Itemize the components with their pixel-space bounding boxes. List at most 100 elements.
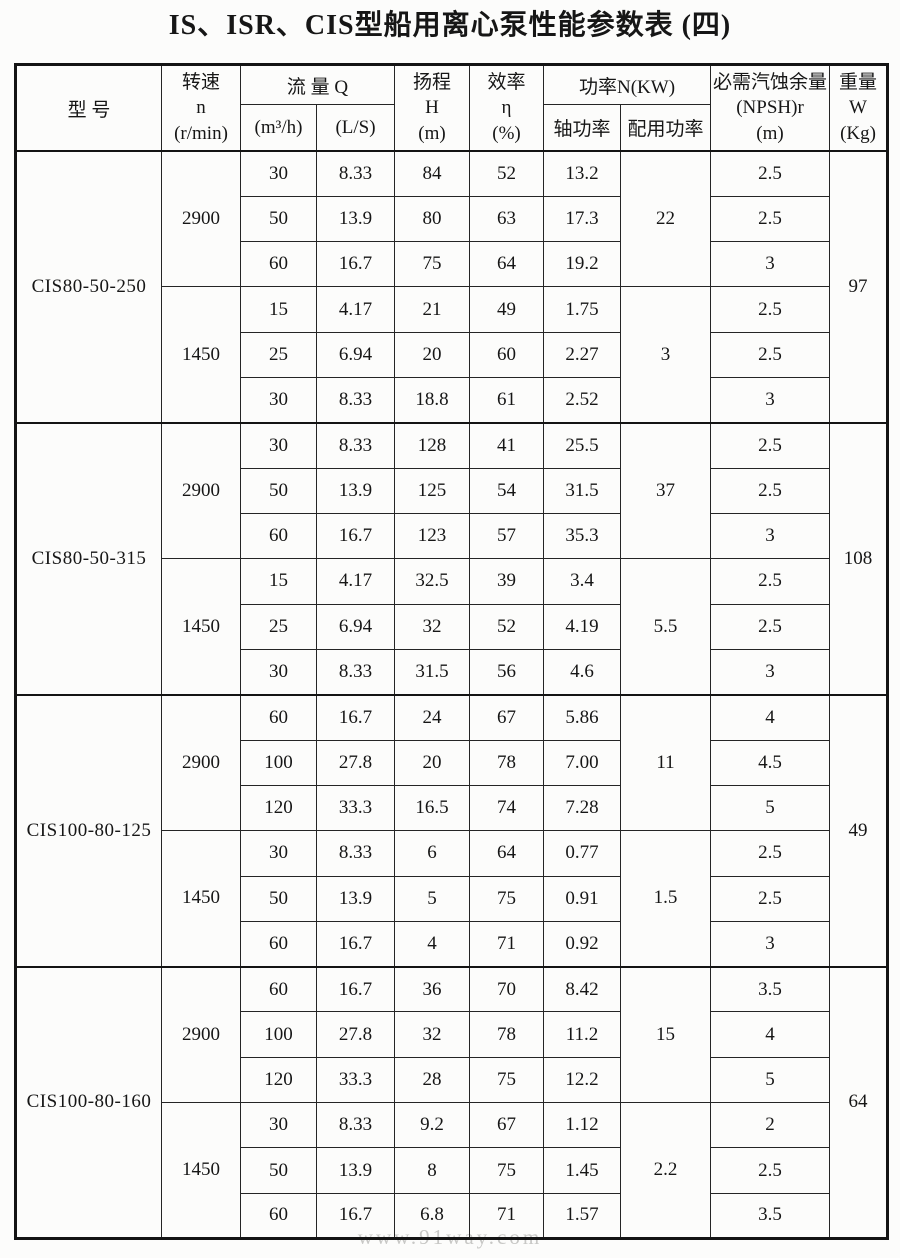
head-cell: 125 (394, 467, 471, 515)
efficiency-cell: 60 (469, 331, 545, 379)
shaft-power-cell: 7.00 (543, 739, 622, 786)
speed-cell: 1450 (161, 286, 241, 424)
npsh-cell: 2.5 (710, 558, 831, 605)
npsh-cell: 2.5 (710, 286, 831, 333)
flow-m3h-cell: 30 (240, 421, 317, 469)
speed-cell: 2900 (161, 965, 241, 1104)
header-efficiency: 效率 η (%) (469, 64, 545, 152)
head-cell: 28 (394, 1056, 471, 1104)
table-row: CIS80-50-250 2900 30 8.33 84 52 13.2 22 … (15, 149, 889, 424)
shaft-power-cell: 1.12 (543, 1102, 622, 1149)
efficiency-cell: 71 (469, 920, 545, 968)
header-shaft-power: 轴功率 (543, 104, 622, 152)
efficiency-cell: 67 (469, 693, 545, 741)
header-flow-m3h: (m³/h) (240, 104, 317, 152)
table-row: 60 16.7 75 64 19.2 3 (16, 241, 888, 288)
npsh-cell: 5 (710, 784, 831, 832)
npsh-cell: 4 (710, 1011, 831, 1058)
flow-m3h-cell: 25 (240, 331, 317, 379)
efficiency-cell: 67 (469, 1102, 545, 1149)
head-cell: 20 (394, 739, 471, 786)
efficiency-cell: 75 (469, 1147, 545, 1194)
head-cell: 6 (394, 830, 471, 877)
head-cell: 80 (394, 195, 471, 243)
flow-ls-cell: 8.33 (315, 149, 396, 197)
shaft-power-cell: 2.27 (543, 331, 622, 379)
head-cell: 24 (394, 693, 471, 741)
shaft-power-cell: 19.2 (543, 241, 622, 288)
npsh-cell: 3 (710, 648, 831, 696)
rated-power-cell: 1.5 (620, 830, 712, 968)
flow-ls-cell: 8.33 (315, 1102, 396, 1149)
flow-ls-cell: 4.17 (315, 558, 396, 605)
shaft-power-cell: 0.91 (543, 875, 622, 922)
head-cell: 18.8 (394, 377, 471, 424)
head-cell: 84 (394, 149, 471, 197)
flow-ls-cell: 27.8 (315, 739, 396, 786)
npsh-cell: 3 (710, 512, 831, 560)
head-cell: 21 (394, 286, 471, 333)
efficiency-cell: 70 (469, 965, 545, 1013)
npsh-cell: 2.5 (710, 331, 831, 379)
head-cell: 5 (394, 875, 471, 922)
efficiency-cell: 49 (469, 286, 545, 333)
efficiency-cell: 74 (469, 784, 545, 832)
shaft-power-cell: 0.77 (543, 830, 622, 877)
flow-ls-cell: 8.33 (315, 830, 396, 877)
npsh-cell: 3 (710, 241, 831, 288)
flow-m3h-cell: 60 (240, 1192, 317, 1240)
head-cell: 32 (394, 1011, 471, 1058)
efficiency-cell: 63 (469, 195, 545, 243)
table-row: 60 16.7 4 71 0.92 3 (16, 920, 888, 968)
head-cell: 20 (394, 331, 471, 379)
flow-ls-cell: 13.9 (315, 195, 396, 243)
table-row: 1450 15 4.17 21 49 1.75 3 2.5 (16, 286, 888, 424)
flow-ls-cell: 13.9 (315, 1147, 396, 1194)
npsh-cell: 2.5 (710, 195, 831, 243)
speed-cell: 2900 (161, 150, 241, 288)
shaft-power-cell: 0.92 (543, 920, 622, 968)
flow-ls-cell: 13.9 (315, 875, 396, 922)
flow-ls-cell: 33.3 (315, 1056, 396, 1104)
efficiency-cell: 71 (469, 1192, 545, 1240)
weight-cell: 97 (829, 150, 889, 424)
shaft-power-cell: 12.2 (543, 1056, 622, 1104)
head-cell: 128 (394, 421, 471, 469)
flow-ls-cell: 8.33 (315, 377, 396, 424)
page-title: IS、ISR、CIS型船用离心泵性能参数表 (四) (168, 10, 732, 41)
flow-m3h-cell: 120 (240, 1056, 317, 1104)
npsh-cell: 2.5 (710, 875, 831, 922)
efficiency-cell: 75 (469, 1056, 545, 1104)
table-row: CIS80-50-315 2900 30 8.33 128 41 25.5 37… (15, 421, 889, 696)
table-row: 25 6.94 20 60 2.27 2.5 (16, 331, 888, 379)
npsh-cell: 2.5 (710, 830, 831, 877)
model-cell: CIS100-80-160 (15, 965, 162, 1239)
weight-cell: 108 (829, 421, 889, 696)
table-row: 1450 30 8.33 6 64 0.77 1.5 2.5 (16, 830, 888, 968)
flow-m3h-cell: 120 (240, 784, 317, 832)
flow-ls-cell: 6.94 (315, 603, 396, 650)
efficiency-cell: 52 (469, 149, 545, 197)
speed-cell: 1450 (161, 558, 241, 696)
npsh-cell: 4 (710, 693, 831, 741)
header-row-2: (m³/h) (L/S) 轴功率 配用功率 (16, 104, 888, 152)
flow-m3h-cell: 60 (240, 920, 317, 968)
flow-ls-cell: 33.3 (315, 784, 396, 832)
header-model: 型 号 (15, 64, 162, 152)
npsh-cell: 3 (710, 377, 831, 424)
model-cell: CIS80-50-250 (15, 150, 162, 424)
flow-ls-cell: 16.7 (315, 920, 396, 968)
head-cell: 36 (394, 965, 471, 1013)
shaft-power-cell: 2.52 (543, 377, 622, 424)
efficiency-cell: 75 (469, 875, 545, 922)
flow-m3h-cell: 30 (240, 377, 317, 424)
flow-ls-cell: 16.7 (315, 693, 396, 741)
shaft-power-cell: 13.2 (543, 149, 622, 197)
flow-m3h-cell: 25 (240, 603, 317, 650)
npsh-cell: 2.5 (710, 1147, 831, 1194)
efficiency-cell: 54 (469, 467, 545, 515)
flow-m3h-cell: 50 (240, 875, 317, 922)
flow-m3h-cell: 60 (240, 241, 317, 288)
header-npsh: 必需汽蚀余量 (NPSH)r (m) (710, 64, 831, 152)
rated-power-cell: 3 (620, 286, 712, 424)
